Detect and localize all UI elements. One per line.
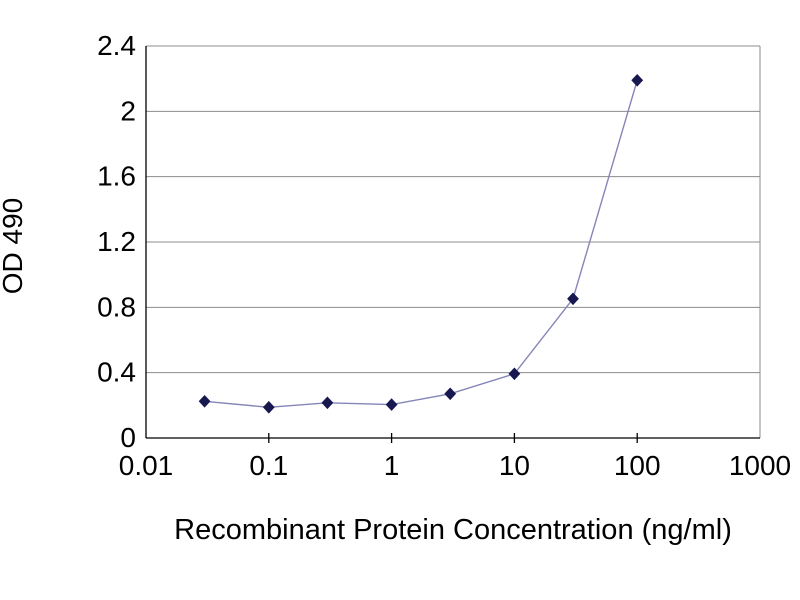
svg-text:2.4: 2.4 xyxy=(97,30,136,61)
svg-text:0.4: 0.4 xyxy=(97,357,136,388)
svg-text:1.6: 1.6 xyxy=(97,161,136,192)
svg-text:Recombinant Protein Concentrat: Recombinant Protein Concentration (ng/ml… xyxy=(174,514,732,546)
svg-text:2: 2 xyxy=(120,95,136,126)
svg-text:1000: 1000 xyxy=(729,450,791,481)
svg-text:100: 100 xyxy=(614,450,661,481)
svg-text:0: 0 xyxy=(120,422,136,453)
svg-text:0.01: 0.01 xyxy=(119,450,174,481)
svg-text:1.2: 1.2 xyxy=(97,226,136,257)
svg-text:1: 1 xyxy=(384,450,400,481)
svg-text:0.8: 0.8 xyxy=(97,291,136,322)
svg-text:0.1: 0.1 xyxy=(249,450,288,481)
svg-text:10: 10 xyxy=(499,450,530,481)
svg-text:OD 490: OD 490 xyxy=(0,198,28,295)
